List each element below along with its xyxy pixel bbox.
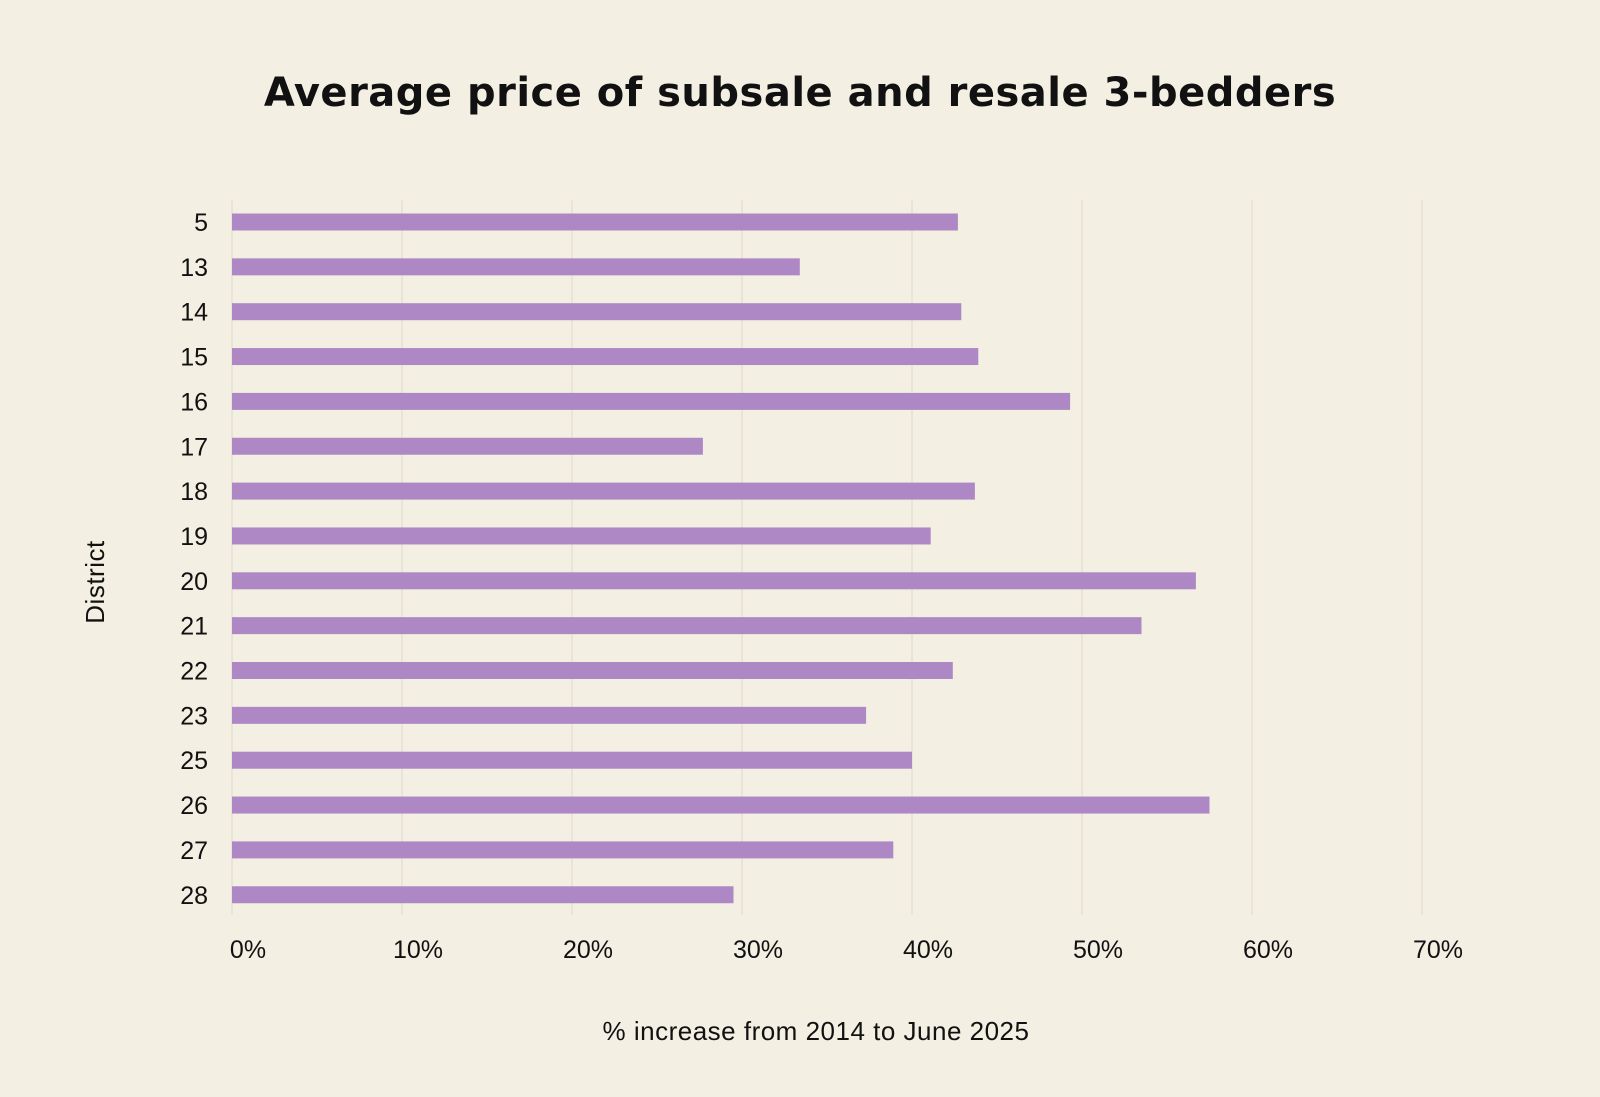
y-tick-label: 23 bbox=[180, 702, 208, 730]
bar-district-14 bbox=[232, 303, 962, 321]
x-axis-title: % increase from 2014 to June 2025 bbox=[603, 1016, 1030, 1046]
y-tick-label: 26 bbox=[180, 792, 208, 820]
y-tick-label: 22 bbox=[180, 658, 208, 686]
x-tick-label: 60% bbox=[1243, 936, 1293, 964]
x-tick-label: 10% bbox=[393, 936, 443, 964]
x-tick-label: 70% bbox=[1413, 936, 1463, 964]
y-tick-label: 17 bbox=[180, 433, 208, 461]
x-tick-label: 20% bbox=[563, 936, 613, 964]
bar-district-23 bbox=[232, 706, 867, 724]
x-tick-label: 40% bbox=[903, 936, 953, 964]
bar-district-20 bbox=[232, 572, 1196, 590]
bar-district-22 bbox=[232, 662, 953, 679]
bar-district-5 bbox=[232, 213, 958, 231]
y-tick-label: 21 bbox=[180, 613, 208, 641]
x-tick-label: 50% bbox=[1073, 936, 1123, 964]
bar-district-26 bbox=[232, 796, 1210, 814]
bar-district-19 bbox=[232, 527, 931, 545]
bar-district-25 bbox=[232, 751, 912, 769]
y-tick-label: 18 bbox=[180, 478, 208, 506]
bar-district-28 bbox=[232, 886, 734, 904]
y-axis-tick-labels: 5 13 14 15 16 17 18 19 20 21 22 23 25 26 27 28 bbox=[180, 209, 208, 910]
y-tick-label: 28 bbox=[180, 882, 208, 910]
y-tick-label: 5 bbox=[194, 209, 208, 237]
y-tick-label: 14 bbox=[180, 299, 208, 327]
x-tick-label: 30% bbox=[733, 936, 783, 964]
chart-title: Average price of subsale and resale 3-be… bbox=[263, 70, 1337, 116]
y-tick-label: 15 bbox=[180, 344, 208, 372]
y-tick-label: 16 bbox=[180, 388, 208, 416]
bar-district-18 bbox=[232, 482, 975, 500]
bar-district-13 bbox=[232, 258, 800, 276]
x-tick-label: 0% bbox=[230, 936, 266, 964]
y-tick-label: 19 bbox=[180, 523, 208, 551]
bar-district-17 bbox=[232, 437, 703, 455]
y-tick-label: 13 bbox=[180, 254, 208, 282]
bars bbox=[232, 213, 1210, 904]
y-axis-title: District bbox=[80, 540, 110, 624]
y-tick-label: 20 bbox=[180, 568, 208, 596]
x-axis-tick-labels: 0% 10% 20% 30% 40% 50% 60% 70% bbox=[230, 936, 1463, 964]
bar-district-16 bbox=[232, 392, 1071, 410]
bar-district-27 bbox=[232, 841, 894, 859]
y-tick-label: 25 bbox=[180, 747, 208, 775]
bar-district-15 bbox=[232, 348, 979, 366]
y-tick-label: 27 bbox=[180, 837, 208, 865]
bar-district-21 bbox=[232, 617, 1142, 635]
